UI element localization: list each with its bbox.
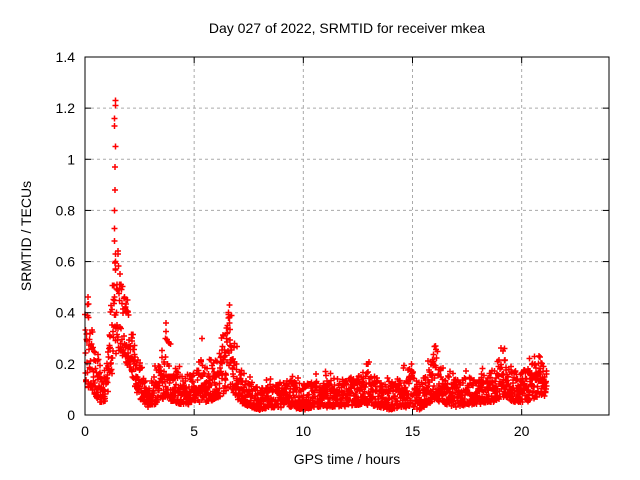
x-tick-label: 15 xyxy=(405,423,421,439)
tick-marks xyxy=(84,56,609,416)
x-tick-label: 5 xyxy=(190,423,198,439)
y-tick-label: 0 xyxy=(67,407,75,423)
plot-border xyxy=(84,56,610,416)
y-tick-label: 1.2 xyxy=(56,100,76,116)
x-tick-label: 20 xyxy=(514,423,530,439)
data-points xyxy=(82,97,550,413)
x-tick-label: 10 xyxy=(296,423,312,439)
x-tick-label: 0 xyxy=(81,423,89,439)
y-tick-label: 0.4 xyxy=(56,305,76,321)
y-tick-label: 1 xyxy=(67,151,75,167)
y-tick-label: 0.8 xyxy=(56,202,76,218)
chart-title: Day 027 of 2022, SRMTID for receiver mke… xyxy=(208,20,486,36)
y-tick-label: 1.4 xyxy=(56,49,76,65)
y-tick-label: 0.6 xyxy=(56,254,76,270)
y-axis-label: SRMTID / TECUs xyxy=(18,180,34,292)
x-axis-label: GPS time / hours xyxy=(293,451,401,467)
y-tick-label: 0.2 xyxy=(56,356,76,372)
